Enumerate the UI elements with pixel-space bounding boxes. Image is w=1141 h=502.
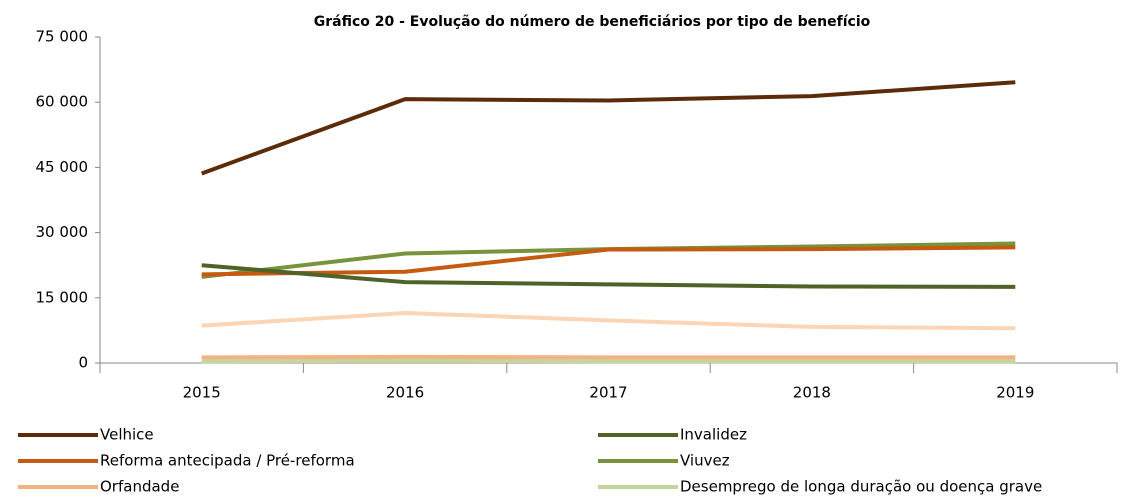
legend-label: Velhice [100,426,154,444]
legend-label: Reforma antecipada / Pré-reforma [100,452,355,470]
x-tick-label: 2019 [996,384,1034,402]
series-line [201,311,1016,331]
legend-label: Invalidez [680,426,747,444]
y-tick-label: 15 000 [36,288,89,306]
series-line [201,245,1016,277]
x-tick-label: 2015 [183,384,221,402]
y-tick-label: 45 000 [36,158,89,176]
x-tick-label: 2017 [589,384,627,402]
x-tick-label: 2016 [386,384,424,402]
legend-label: Viuvez [680,452,730,470]
chart-title: Gráfico 20 - Evolução do número de benef… [314,14,871,30]
y-tick-label: 0 [78,354,88,372]
y-tick-label: 60 000 [36,93,89,111]
series-line [201,263,1016,289]
legend-label: Desemprego de longa duração ou doença gr… [680,478,1042,496]
y-tick-label: 75 000 [36,28,89,46]
legend-label: Orfandade [100,478,179,496]
x-tick-label: 2018 [793,384,831,402]
y-tick-label: 30 000 [36,223,89,241]
series-line [201,80,1016,176]
